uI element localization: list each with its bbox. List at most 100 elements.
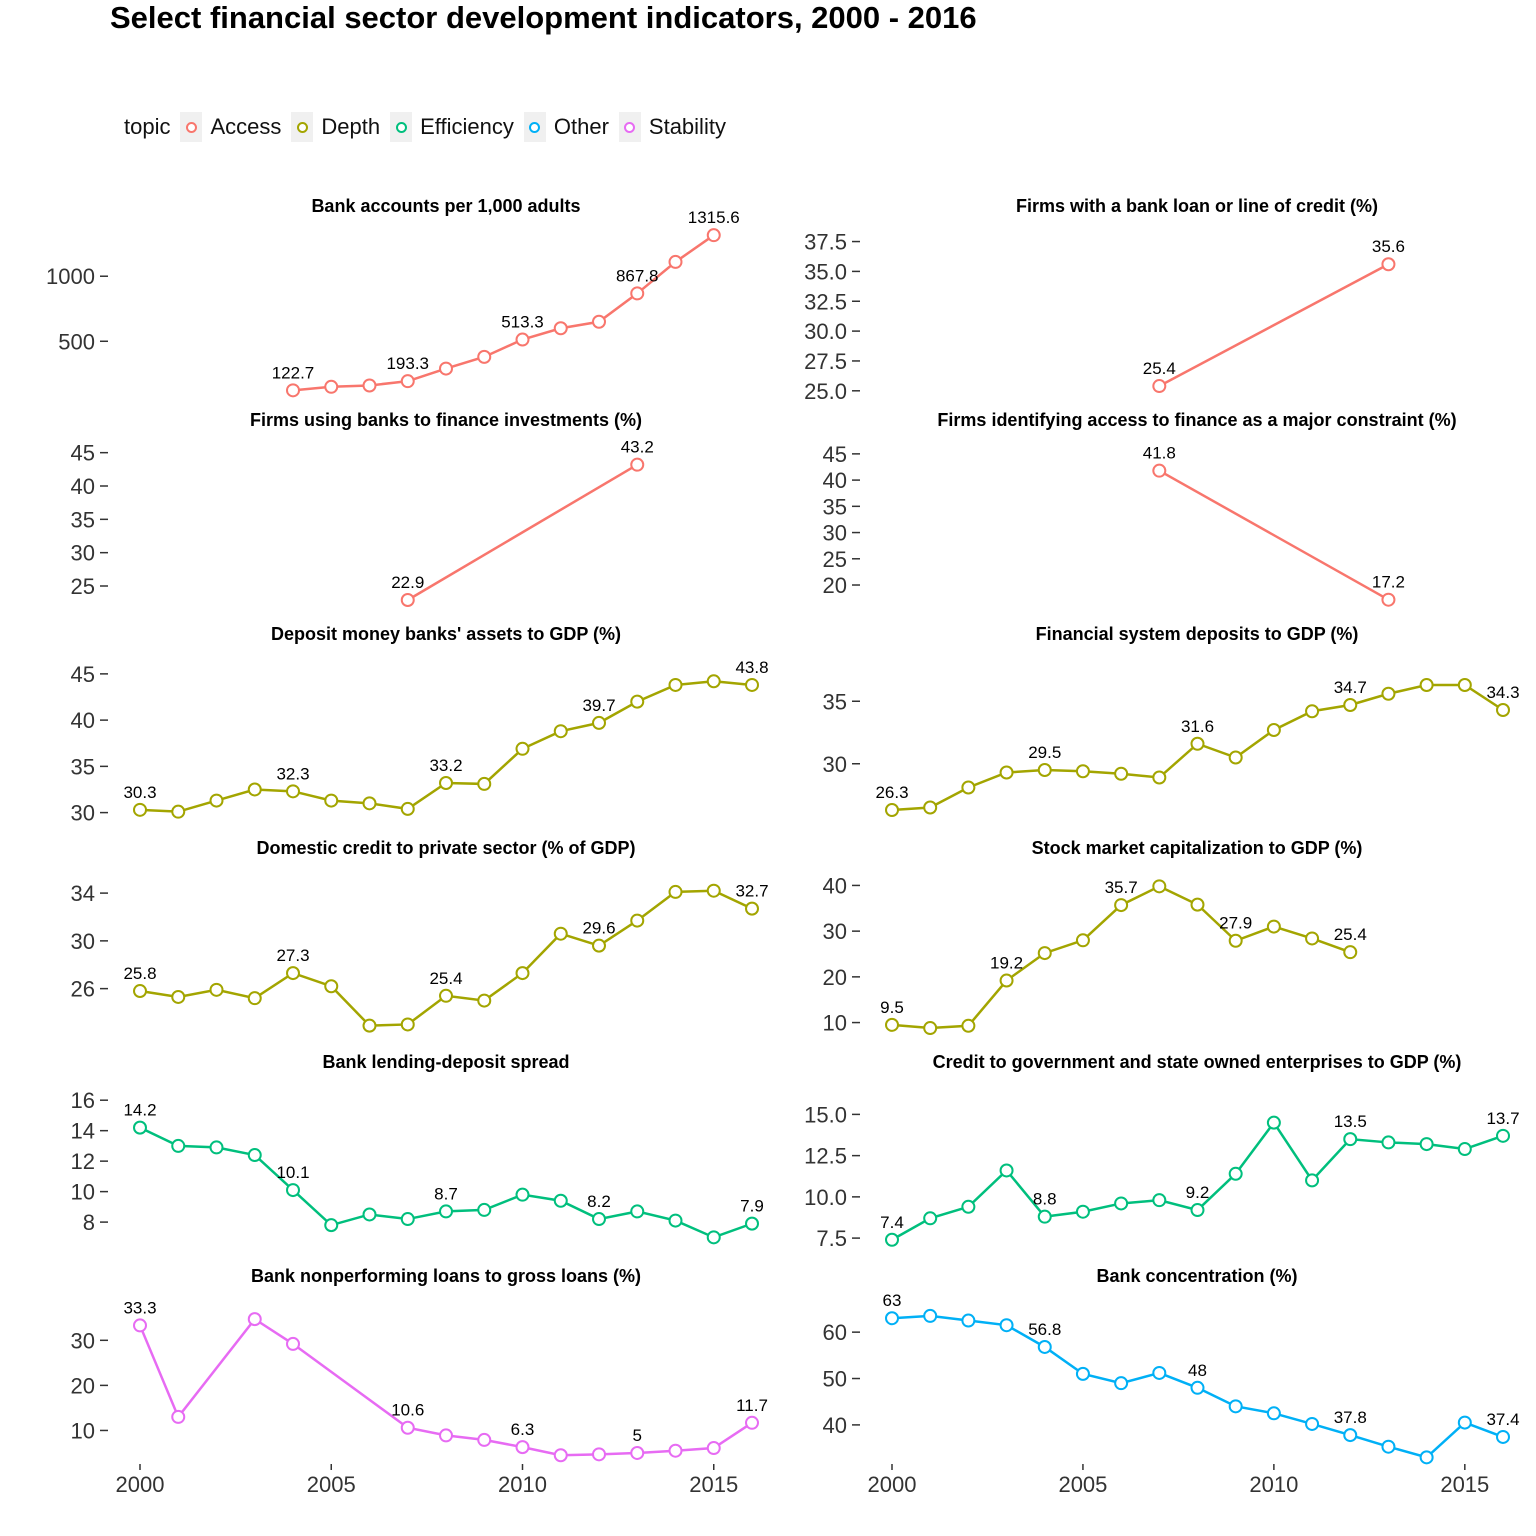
data-point <box>1114 1196 1129 1211</box>
data-point <box>1266 1406 1281 1421</box>
data-label: 17.2 <box>1372 573 1405 592</box>
data-point <box>1075 1366 1090 1381</box>
data-point <box>1037 1209 1052 1224</box>
data-label: 48 <box>1188 1361 1207 1380</box>
data-point <box>362 796 377 811</box>
legend: topic Access Depth Efficiency Other Stab… <box>124 110 736 144</box>
legend-item-stability: Stability <box>618 112 726 142</box>
panel-title: Deposit money banks' assets to GDP (%) <box>271 624 621 644</box>
y-tick-label: 30 <box>823 752 847 777</box>
y-tick-label: 26 <box>71 977 95 1002</box>
data-point <box>1381 686 1396 701</box>
data-point <box>1152 463 1167 478</box>
data-label: 513.3 <box>501 313 544 332</box>
data-point <box>706 228 721 243</box>
data-label: 32.7 <box>735 882 768 901</box>
y-tick-label: 10 <box>71 1418 95 1443</box>
panel-title: Bank nonperforming loans to gross loans … <box>251 1266 641 1286</box>
data-label: 63 <box>883 1291 902 1310</box>
data-point <box>553 1193 568 1208</box>
data-label: 7.4 <box>880 1213 904 1232</box>
data-label: 34.7 <box>1334 678 1367 697</box>
legend-label-efficiency: Efficiency <box>420 114 514 139</box>
data-point <box>477 776 492 791</box>
y-tick-label: 30 <box>71 1328 95 1353</box>
data-label: 9.5 <box>880 998 904 1017</box>
y-tick-label: 14 <box>71 1119 95 1144</box>
data-label: 22.9 <box>391 573 424 592</box>
data-point <box>1228 1166 1243 1181</box>
data-label: 32.3 <box>276 764 309 783</box>
data-point <box>209 793 224 808</box>
chart-title: Select financial sector development indi… <box>110 0 977 35</box>
y-tick-label: 32.5 <box>804 289 847 314</box>
legend-item-depth: Depth <box>291 112 380 142</box>
data-point <box>630 913 645 928</box>
data-point <box>1343 945 1358 960</box>
panel-firms-using-banks-to-finance-investments: Firms using banks to finance investments… <box>71 410 654 607</box>
data-point <box>961 1199 976 1214</box>
data-point <box>362 378 377 393</box>
data-point <box>324 379 339 394</box>
panel-financial-system-deposits-to-gdp: Financial system deposits to GDP (%) 30 35… <box>823 624 1520 817</box>
data-label: 25.4 <box>1334 925 1367 944</box>
data-point <box>668 884 683 899</box>
data-point <box>630 286 645 301</box>
y-tick-label: 40 <box>71 708 95 733</box>
data-point <box>1381 257 1396 272</box>
data-label: 5 <box>633 1426 642 1445</box>
x-tick-label: 2005 <box>307 1472 356 1497</box>
data-label: 25.8 <box>123 964 156 983</box>
data-point <box>1496 1429 1510 1444</box>
legend-key-access <box>180 112 203 142</box>
data-label: 35.7 <box>1105 878 1138 897</box>
series-line <box>139 680 753 813</box>
data-point <box>745 1216 759 1231</box>
data-point <box>286 966 300 981</box>
data-point <box>1152 879 1167 894</box>
data-point <box>324 1218 339 1233</box>
y-tick-label: 30 <box>71 929 95 954</box>
data-point <box>1114 1376 1129 1391</box>
y-tick-label: 12 <box>71 1149 95 1174</box>
data-label: 25.4 <box>429 969 462 988</box>
data-point <box>1266 919 1281 934</box>
data-point <box>1266 723 1281 737</box>
data-point <box>171 989 186 1004</box>
data-point <box>362 1018 377 1033</box>
data-point <box>133 984 147 999</box>
data-point <box>745 1415 759 1430</box>
y-tick-label: 34 <box>71 881 95 906</box>
data-point <box>1381 1135 1396 1150</box>
data-label: 43.8 <box>735 658 768 677</box>
data-point <box>171 804 186 819</box>
series-line <box>139 1126 753 1239</box>
x-tick-label: 2000 <box>116 1472 165 1497</box>
data-label: 193.3 <box>386 354 429 373</box>
panel-bank-concentration: Bank concentration (%) 40 50 60 63 56.8 48 37.8… <box>823 1266 1520 1465</box>
data-point <box>247 1312 262 1327</box>
data-label: 19.2 <box>990 954 1023 973</box>
data-point <box>515 966 530 981</box>
data-label: 43.2 <box>621 438 654 457</box>
data-point <box>1037 946 1052 961</box>
data-point <box>1114 766 1129 781</box>
y-tick-label: 8 <box>83 1210 95 1235</box>
data-point <box>923 800 938 815</box>
data-point <box>515 332 530 347</box>
data-label: 30.3 <box>123 783 156 802</box>
data-point <box>286 1183 300 1198</box>
data-point <box>209 982 224 997</box>
data-point <box>1343 698 1358 712</box>
y-tick-label: 40 <box>823 873 847 898</box>
data-label: 41.8 <box>1143 444 1176 463</box>
data-point <box>923 1211 938 1226</box>
data-point <box>999 1163 1014 1178</box>
y-tick-label: 15.0 <box>804 1102 847 1127</box>
data-point <box>133 802 147 817</box>
data-point <box>439 361 453 376</box>
data-point <box>400 1420 415 1435</box>
data-point <box>885 1311 899 1326</box>
data-point <box>706 883 721 898</box>
data-point <box>477 1432 492 1447</box>
